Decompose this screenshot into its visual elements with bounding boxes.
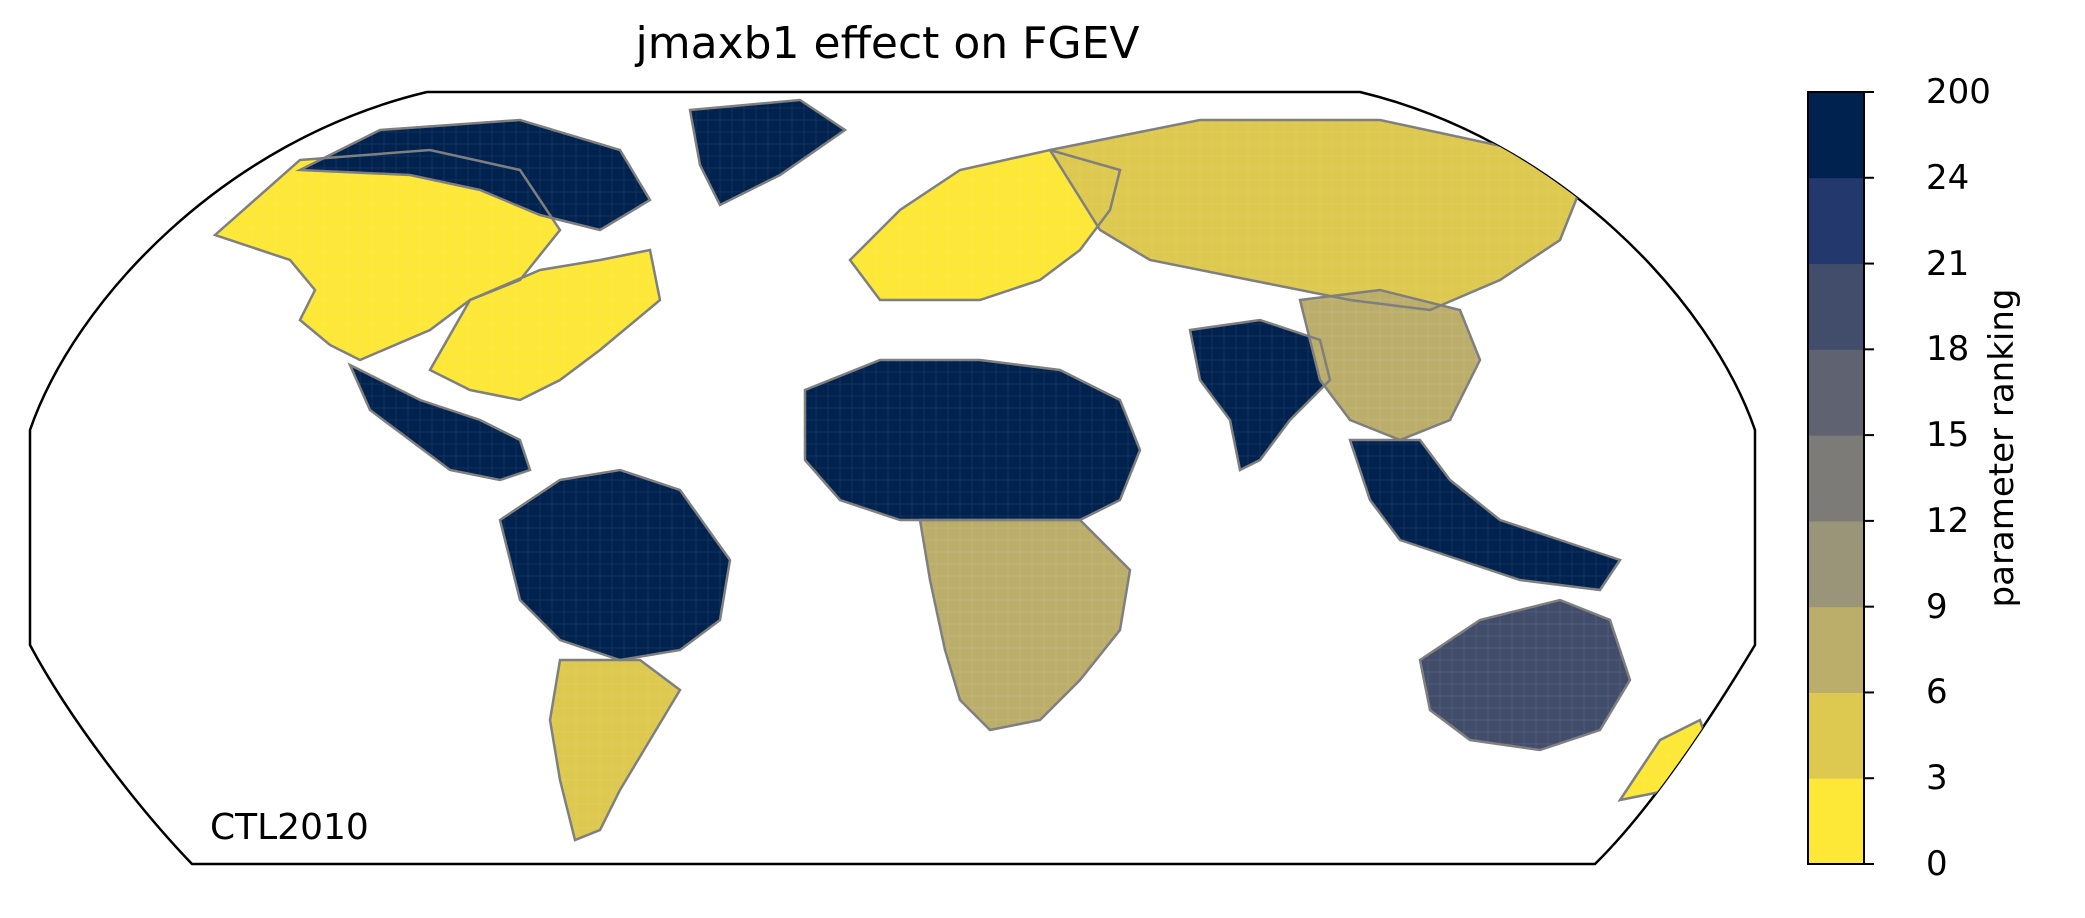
region-grid-australia bbox=[1420, 600, 1630, 750]
region-grid-central-america bbox=[350, 365, 530, 480]
coastline-southern-south-america bbox=[548, 658, 682, 842]
coastline-siberia bbox=[1047, 118, 1582, 312]
colorbar-tick-label: 12 bbox=[1926, 500, 1970, 541]
colorbar-tick-label: 18 bbox=[1926, 329, 1970, 370]
colorbar-bin-7 bbox=[1808, 177, 1864, 265]
coastlines bbox=[212, 98, 1712, 842]
colorbar-tick-label: 6 bbox=[1926, 672, 1948, 713]
region-grid-north-america-west bbox=[215, 150, 560, 360]
region-grid-india bbox=[1190, 320, 1330, 470]
coastline-sahara-sahel bbox=[803, 358, 1142, 522]
coastline-southeast-asia bbox=[1348, 438, 1622, 592]
colorbar-bin-1 bbox=[1808, 692, 1864, 779]
coastline-north-america-west bbox=[212, 148, 562, 362]
region-grid-southeast-asia bbox=[1350, 440, 1620, 590]
region-grid-greenland bbox=[690, 100, 845, 205]
colorbar-tick-label: 3 bbox=[1926, 758, 1948, 799]
colorbar-bin-2 bbox=[1808, 606, 1864, 693]
coastline-australia bbox=[1418, 598, 1632, 752]
region-grid-europe bbox=[850, 150, 1120, 300]
region-grid-amazon bbox=[500, 470, 730, 660]
scenario-label: CTL2010 bbox=[210, 807, 369, 848]
colorbar-bin-6 bbox=[1808, 263, 1864, 350]
map-title: jmaxb1 effect on FGEV bbox=[635, 18, 1140, 69]
region-grid-canada-arctic bbox=[300, 120, 650, 230]
region-grid-new-zealand bbox=[1620, 720, 1710, 800]
coastline-europe bbox=[848, 148, 1122, 302]
region-grid-china bbox=[1300, 290, 1480, 440]
coastline-canada-arctic bbox=[295, 118, 652, 232]
colorbar-tick-label: 15 bbox=[1926, 415, 1970, 456]
colorbar-bin-5 bbox=[1808, 349, 1864, 436]
colorbar-tick-label: 9 bbox=[1926, 586, 1948, 627]
coastline-china bbox=[1298, 288, 1482, 442]
coastline-amazon bbox=[498, 468, 732, 662]
coastline-greenland bbox=[688, 98, 848, 207]
region-grid-southern-africa bbox=[920, 520, 1130, 730]
region-grid-southern-south-america bbox=[550, 660, 680, 840]
colorbar-frame bbox=[1807, 91, 1865, 865]
colorbar-bin-8 bbox=[1808, 92, 1864, 179]
colorbar-bin-3 bbox=[1808, 520, 1864, 608]
coastline-central-america bbox=[347, 362, 532, 482]
colorbar-bin-4 bbox=[1808, 435, 1864, 522]
coastline-north-america-east bbox=[428, 248, 662, 402]
region-grid-north-america-east bbox=[430, 250, 660, 400]
region-grid-siberia bbox=[1050, 120, 1580, 310]
colorbar-bin-0 bbox=[1808, 778, 1864, 865]
colorbar-tick-label: 21 bbox=[1926, 243, 1970, 284]
land-cells bbox=[215, 100, 1710, 840]
colorbar-label: parameter ranking bbox=[1982, 288, 2022, 608]
colorbar-tick-label: 0 bbox=[1926, 844, 1948, 884]
region-grid-sahara-sahel bbox=[805, 360, 1140, 520]
coastline-southern-africa bbox=[918, 518, 1132, 732]
colorbar-tick-label: 200 bbox=[1926, 72, 1991, 112]
colorbar-tick-label: 24 bbox=[1926, 157, 1970, 198]
coastline-india bbox=[1188, 318, 1332, 472]
colorbar bbox=[1807, 91, 1874, 865]
